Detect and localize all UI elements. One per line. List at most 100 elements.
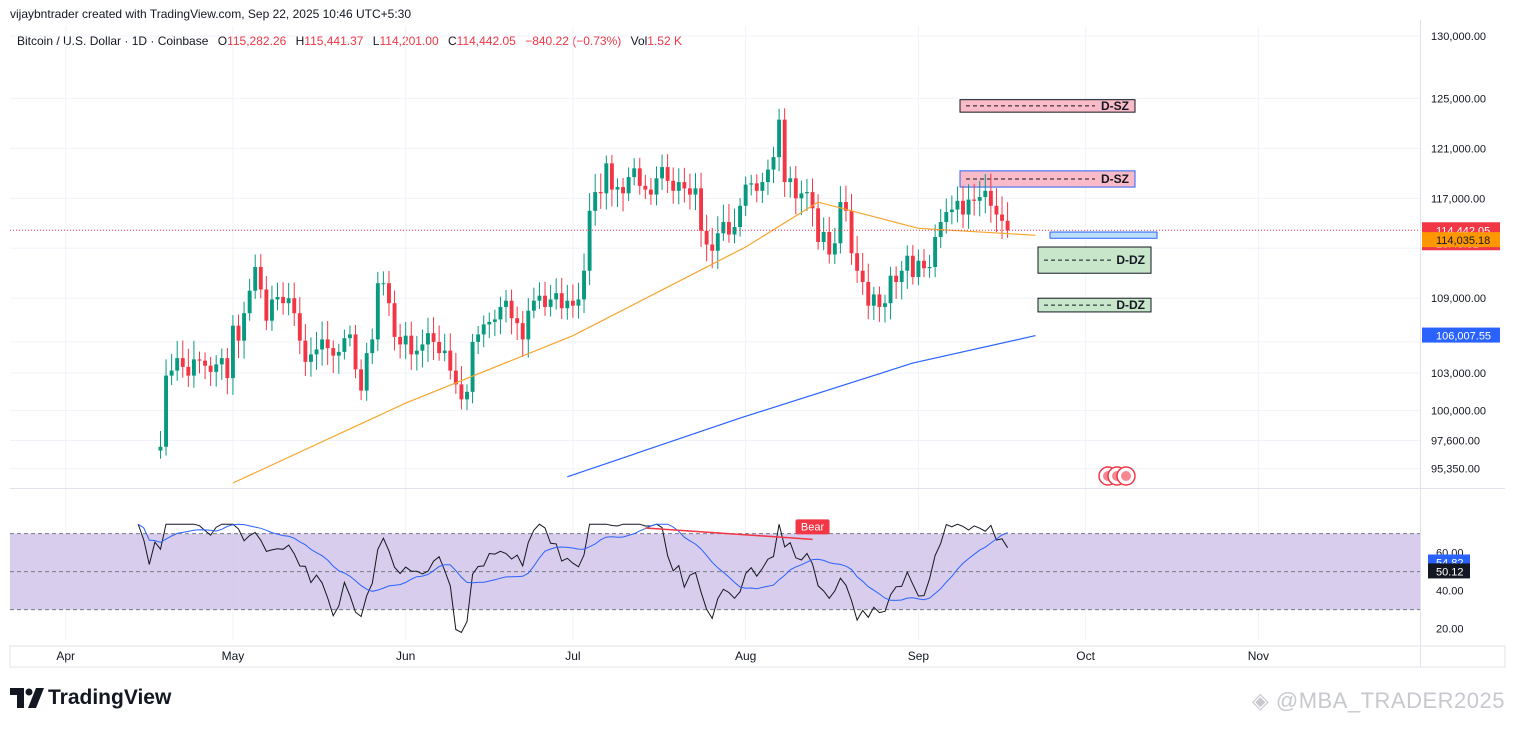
event-flags[interactable] — [1098, 466, 1136, 486]
candle-body — [576, 299, 581, 306]
candle-body — [977, 197, 982, 201]
bear-badge — [795, 519, 830, 535]
candle-body — [381, 283, 386, 285]
candle-body — [643, 185, 648, 190]
candle-body — [370, 339, 375, 354]
volume-value: 1.52 K — [647, 34, 682, 48]
rsi-ma-line — [137, 523, 1008, 601]
candle-body — [609, 163, 614, 190]
candle-body — [726, 222, 731, 235]
price-tick-label: 117,000.00 — [1431, 193, 1485, 205]
candle-body — [191, 359, 196, 376]
tradingview-logo-icon — [10, 688, 44, 708]
us-flag-icon-inner — [1121, 471, 1131, 481]
candle-body — [375, 283, 380, 340]
candle-body — [621, 187, 625, 194]
candle-body — [905, 255, 910, 271]
price-chart[interactable]: D-SZ D-SZ D-DZ D-DZ Bear 130,000.00 125,000.… — [0, 0, 1515, 680]
candle-body — [442, 350, 447, 354]
bear-badge-label: Bear — [801, 521, 825, 533]
candle-body — [961, 200, 965, 215]
candle-body — [247, 290, 252, 314]
candle-body — [448, 350, 453, 371]
candle-body — [264, 289, 269, 321]
high-label: H — [295, 34, 305, 48]
candle-body — [994, 205, 999, 215]
candle-body — [308, 354, 313, 362]
candle-body — [186, 366, 191, 376]
candle-body — [598, 192, 603, 194]
low-value: 114,201.00 — [379, 34, 439, 48]
candle-body — [242, 313, 247, 341]
chart-credit: vijaybntrader created with TradingView.c… — [10, 7, 412, 21]
time-tick-label: Jul — [565, 649, 580, 663]
candle-body — [754, 183, 759, 191]
candle-body — [420, 344, 425, 351]
price-tick-label: 100,000.00 — [1431, 406, 1486, 418]
candle-body — [838, 202, 843, 244]
candle-body — [275, 296, 280, 300]
price-tick-label: 121,000.00 — [1431, 143, 1486, 155]
candle-body — [504, 300, 508, 307]
tradingview-brand[interactable]: TradingView — [10, 686, 171, 710]
candle-body — [520, 323, 525, 340]
price-tick-label: 125,000.00 — [1431, 93, 1486, 105]
zone-label: D-SZ — [1101, 172, 1129, 186]
candle-body — [465, 391, 469, 400]
ma-long-line — [567, 335, 1036, 478]
price-tick-label: 103,000.00 — [1431, 368, 1486, 380]
rsi-label: 50.12 — [1436, 566, 1464, 578]
open-label: O — [217, 34, 228, 48]
candle-body — [844, 202, 848, 211]
bear-divergence-line — [645, 527, 813, 541]
candle-body — [933, 237, 938, 267]
candle-body — [966, 199, 971, 215]
time-tick-label: Apr — [56, 649, 75, 663]
candle-body — [164, 375, 168, 447]
rsi-layer: Bear — [10, 519, 1420, 634]
ma-short-label: 114,035.18 — [1436, 235, 1490, 247]
candle-body — [704, 230, 709, 245]
candle-body — [988, 190, 993, 206]
price-tick-label: 95,350.00 — [1431, 464, 1480, 476]
candle-body — [805, 192, 809, 194]
candle-body — [336, 351, 341, 356]
candle-body — [799, 193, 804, 199]
candle-body — [387, 283, 391, 304]
candle-body — [559, 293, 564, 309]
rsi-label-bg — [1428, 563, 1470, 579]
candle-body — [537, 295, 542, 301]
candle-body — [158, 446, 163, 451]
candle-body — [426, 333, 430, 345]
rsi-tick-label: 40.00 — [1436, 586, 1464, 598]
time-tick-label: Jun — [396, 649, 415, 663]
time-tick-label: Oct — [1076, 649, 1095, 663]
candle-body — [342, 338, 347, 352]
candle-body — [208, 365, 213, 372]
zone-box-marker — [1049, 231, 1158, 239]
candle-body — [359, 369, 364, 391]
candle-body — [392, 303, 397, 337]
candle-body — [548, 299, 553, 307]
candle-body — [821, 232, 826, 243]
candle-body — [565, 300, 570, 309]
candle-body — [665, 167, 670, 181]
candle-body — [676, 182, 681, 191]
candle-body — [303, 340, 308, 362]
candle-body — [949, 209, 954, 213]
candle-body — [710, 244, 715, 251]
candle-body — [509, 300, 514, 319]
candle-body — [693, 188, 698, 195]
candle-body — [593, 192, 598, 211]
candle-body — [604, 163, 609, 194]
candle-body — [292, 298, 297, 314]
zone-box-supply — [959, 170, 1136, 188]
candle-body — [476, 334, 481, 342]
candle-body — [470, 341, 475, 392]
candle-body — [269, 299, 274, 321]
candle-body — [587, 210, 592, 271]
low-label: L — [372, 34, 380, 48]
candle-body — [431, 333, 436, 342]
candle-body — [760, 182, 765, 191]
price-tick-label: 97,600.00 — [1431, 436, 1480, 448]
